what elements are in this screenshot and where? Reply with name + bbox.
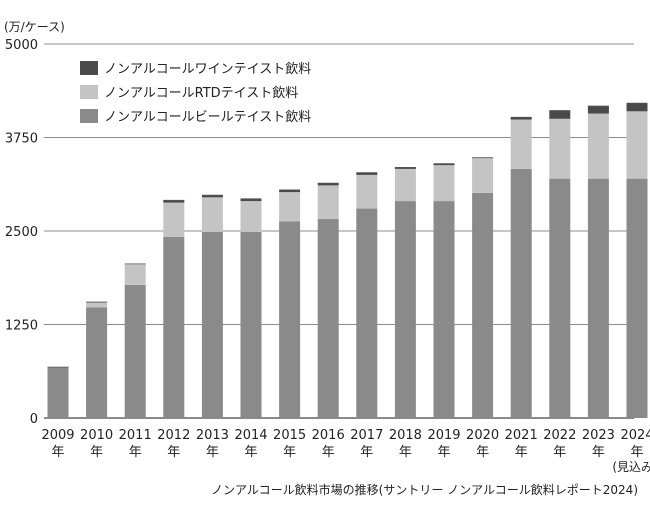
x-tick-suffix: 年 xyxy=(437,445,450,460)
bar-segment-2010-0 xyxy=(86,307,108,418)
bar-segment-2024-1 xyxy=(626,111,648,179)
bars xyxy=(47,102,648,418)
bar-segment-2018-1 xyxy=(394,168,416,202)
x-tick-label: 2009 xyxy=(41,428,74,443)
bar-segment-2021-2 xyxy=(510,117,532,120)
bar-segment-2018-2 xyxy=(394,167,416,169)
bar-segment-2022-2 xyxy=(549,110,571,119)
bar-segment-2019-2 xyxy=(433,163,455,166)
bar-segment-2013-1 xyxy=(201,197,223,232)
x-tick-suffix: 年 xyxy=(129,445,142,460)
bar-segment-2013-2 xyxy=(201,195,223,198)
y-tick-label: 2500 xyxy=(5,225,38,240)
x-tick-suffix: 年 xyxy=(244,445,257,460)
bar-segment-2013-0 xyxy=(201,231,223,418)
grid-lines: 0 1250 2500 3750 5000 xyxy=(5,38,634,427)
x-tick-label: 2021 xyxy=(505,428,538,443)
bar-segment-2022-1 xyxy=(549,118,571,179)
x-tick-suffix: 年 xyxy=(553,445,566,460)
bar-segment-2019-0 xyxy=(433,201,455,418)
bar-segment-2012-0 xyxy=(163,236,185,418)
y-tick-label: 0 xyxy=(30,412,38,427)
bar-segment-2014-2 xyxy=(240,198,262,202)
bar-segment-2009-0 xyxy=(47,367,69,418)
bar-segment-2011-0 xyxy=(124,284,146,418)
legend-label: ノンアルコールビールテイスト飲料 xyxy=(104,109,311,125)
x-tick-label: 2015 xyxy=(273,428,306,443)
bar-segment-2019-1 xyxy=(433,165,455,202)
x-tick-suffix: 年 xyxy=(283,445,296,460)
bar-segment-2022-0 xyxy=(549,178,571,418)
bar-segment-2020-1 xyxy=(472,157,494,193)
x-tick-suffix: 年 xyxy=(51,445,64,460)
bar-segment-2010-1 xyxy=(86,302,108,308)
y-tick-label: 3750 xyxy=(5,132,38,147)
x-tick-suffix: 年 xyxy=(90,445,103,460)
bar-segment-2012-1 xyxy=(163,202,185,237)
bar-segment-2015-2 xyxy=(279,189,301,193)
x-tick-label: 2014 xyxy=(234,428,267,443)
x-tick-label: 2022 xyxy=(543,428,576,443)
x-tick-label: 2011 xyxy=(119,428,152,443)
bar-segment-2015-1 xyxy=(279,192,301,222)
x-axis-labels: 2009 年 2010 年 2011 年 2012 年 2013 年 2014 年 2015 年 2016 年… xyxy=(41,428,650,474)
legend-swatch xyxy=(80,109,98,123)
bar-segment-2014-1 xyxy=(240,201,262,232)
x-tick-suffix: 年 xyxy=(630,445,643,460)
bar-segment-2021-0 xyxy=(510,168,532,418)
bar-segment-2016-2 xyxy=(317,183,339,186)
bar-segment-2018-0 xyxy=(394,201,416,418)
bar-segment-2017-0 xyxy=(356,208,378,418)
x-tick-label: 2018 xyxy=(389,428,422,443)
bar-segment-2023-1 xyxy=(587,113,609,179)
x-tick-label: 2017 xyxy=(350,428,383,443)
y-axis-unit-label: (万/ケース) xyxy=(4,20,65,34)
bar-segment-2021-1 xyxy=(510,119,532,169)
bar-segment-2016-1 xyxy=(317,185,339,220)
legend-swatch xyxy=(80,85,98,99)
x-tick-suffix: 年 xyxy=(592,445,605,460)
bar-segment-2020-0 xyxy=(472,192,494,418)
x-tick-label: 2012 xyxy=(157,428,190,443)
x-tick-label: 2013 xyxy=(196,428,229,443)
y-tick-label: 1250 xyxy=(5,319,38,334)
bar-segment-2015-0 xyxy=(279,221,301,418)
bar-segment-2016-0 xyxy=(317,219,339,418)
y-tick-label: 5000 xyxy=(5,38,38,53)
bar-segment-2011-1 xyxy=(124,263,146,285)
bar-segment-2017-2 xyxy=(356,172,378,175)
bar-segment-2024-0 xyxy=(626,178,648,418)
x-tick-label: 2016 xyxy=(312,428,345,443)
x-tick-suffix: 年 xyxy=(476,445,489,460)
legend: ノンアルコールワインテイスト飲料ノンアルコールRTDテイスト飲料ノンアルコールビ… xyxy=(80,61,311,125)
x-tick-label: 2020 xyxy=(466,428,499,443)
source-caption: ノンアルコール飲料市場の推移(サントリー ノンアルコール飲料レポート2024) xyxy=(211,483,638,497)
bar-segment-2017-1 xyxy=(356,174,378,209)
x-tick-suffix: 年 xyxy=(206,445,219,460)
x-tick-label: 2024 xyxy=(620,428,650,443)
bar-segment-2012-2 xyxy=(163,200,185,203)
x-tick-suffix: 年 xyxy=(360,445,373,460)
x-tick-label: 2010 xyxy=(80,428,113,443)
x-tick-suffix: 年 xyxy=(322,445,335,460)
legend-label: ノンアルコールワインテイスト飲料 xyxy=(104,61,311,77)
x-tick-suffix: 年 xyxy=(399,445,412,460)
x-tick-suffix: 年 xyxy=(515,445,528,460)
bar-segment-2023-2 xyxy=(587,106,609,114)
x-tick-suffix: 年 xyxy=(167,445,180,460)
bar-segment-2014-0 xyxy=(240,231,262,418)
x-tick-label: 2019 xyxy=(427,428,460,443)
legend-swatch xyxy=(80,61,98,75)
x-tick-label: 2023 xyxy=(582,428,615,443)
legend-label: ノンアルコールRTDテイスト飲料 xyxy=(104,85,298,101)
bar-segment-2023-0 xyxy=(587,178,609,418)
x-tick-note: (見込み) xyxy=(612,460,650,474)
bar-segment-2024-2 xyxy=(626,103,648,112)
